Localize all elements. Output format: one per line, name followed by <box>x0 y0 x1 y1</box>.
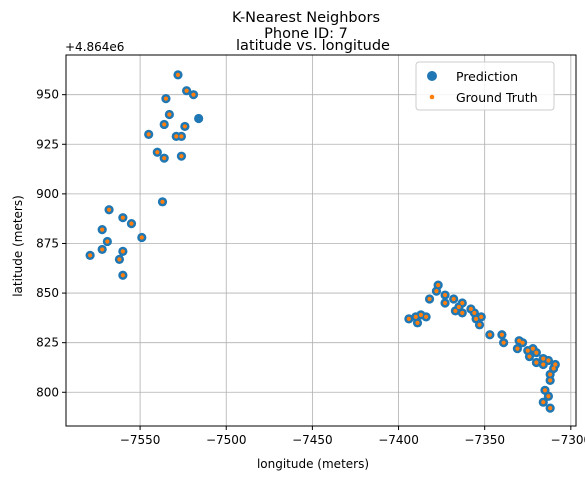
ground-truth-point <box>163 96 169 101</box>
x-tick-label: −7550 <box>120 433 161 447</box>
y-tick-label: 925 <box>36 137 59 151</box>
ground-truth-point <box>105 239 110 244</box>
ground-truth-point <box>451 296 456 302</box>
ground-truth-point <box>120 215 125 220</box>
y-tick-label: 800 <box>36 385 59 399</box>
plot-frame <box>65 54 577 427</box>
ground-truth-point <box>155 150 160 155</box>
ground-truth-point <box>120 273 125 278</box>
ground-truth-point <box>160 199 165 204</box>
x-tick-label: −7400 <box>378 433 419 447</box>
x-tick-label: −7500 <box>206 433 247 447</box>
ground-truth-point <box>120 249 125 254</box>
grid-lines <box>66 55 576 426</box>
ground-truth-point <box>88 253 93 258</box>
ground-truth-point <box>460 300 465 306</box>
ground-truth-point <box>427 296 432 302</box>
ground-truth-point <box>501 340 506 345</box>
data-points <box>85 70 560 413</box>
ground-truth-point <box>530 346 536 351</box>
ground-truth-point <box>534 360 539 365</box>
ground-truth-point <box>424 314 429 319</box>
ground-truth-point <box>174 134 179 139</box>
ground-truth-point <box>546 358 551 363</box>
ground-truth-point <box>551 366 556 371</box>
ground-truth-point <box>184 88 189 93</box>
ground-truth-point <box>515 346 520 351</box>
x-tick-label: −7350 <box>464 433 505 447</box>
chart-suptitle-phone-id: Phone ID: 7 <box>264 26 348 42</box>
chart-title: latitude vs. longitude <box>236 38 390 54</box>
ground-truth-point <box>542 388 548 393</box>
ground-truth-point <box>415 320 420 325</box>
ground-truth-point <box>541 362 546 367</box>
ground-truth-point <box>479 314 484 319</box>
legend-prediction-marker <box>427 71 437 81</box>
ground-truth-point <box>548 406 553 411</box>
chart-suptitle: K-Nearest Neighbors <box>232 10 380 26</box>
y-tick-label: 850 <box>36 286 59 300</box>
ground-truth-point <box>179 154 184 159</box>
x-tick-label: −7300 <box>551 433 585 447</box>
ground-truth-point <box>406 316 411 321</box>
ground-truth-point <box>487 332 492 337</box>
legend-ground-truth-label: Ground Truth <box>456 90 538 105</box>
ground-truth-point <box>100 227 105 232</box>
ground-truth-point <box>520 340 525 345</box>
ground-truth-point <box>146 132 151 137</box>
ground-truth-point <box>434 288 439 294</box>
ground-truth-point <box>527 354 532 359</box>
prediction-point <box>194 113 204 124</box>
ground-truth-point <box>162 122 167 127</box>
ground-truth-point <box>468 306 473 312</box>
ground-truth-point <box>473 316 479 321</box>
ground-truth-point <box>460 310 465 316</box>
ground-truth-point <box>456 304 461 310</box>
axes: −7550 −7500 −7450 −7400 −7350 −7300 800 825 850 8… <box>36 54 585 447</box>
legend-prediction-label: Prediction <box>456 69 518 84</box>
y-tick-label: 900 <box>36 187 59 201</box>
ground-truth-point <box>413 314 418 319</box>
legend: Prediction Ground Truth <box>415 61 555 111</box>
ground-truth-point <box>117 257 122 262</box>
ground-truth-point <box>139 235 144 240</box>
ground-truth-point <box>175 72 181 77</box>
y-tick-label: 875 <box>36 236 59 250</box>
ground-truth-point <box>525 348 530 353</box>
x-tick-label: −7450 <box>292 433 333 447</box>
y-offset-label: +4.864e6 <box>65 40 124 54</box>
ground-truth-point <box>442 292 448 298</box>
ground-truth-point <box>541 400 546 405</box>
ground-truth-point <box>553 362 558 367</box>
ground-truth-point <box>548 372 553 377</box>
ground-truth-point <box>100 247 105 252</box>
ground-truth-point <box>499 332 505 337</box>
ground-truth-point <box>541 356 546 361</box>
ground-truth-point <box>179 134 184 139</box>
ground-truth-point <box>418 312 424 317</box>
y-axis-label: latitude (meters) <box>11 195 25 297</box>
legend-ground-truth-marker <box>429 94 435 100</box>
ground-truth-point <box>191 92 196 97</box>
ground-truth-point <box>546 394 551 399</box>
ground-truth-point <box>453 308 458 314</box>
ground-truth-point <box>106 207 112 212</box>
ground-truth-point <box>129 221 134 226</box>
ground-truth-point <box>167 112 172 117</box>
legend-box <box>415 61 555 111</box>
ground-truth-point <box>472 310 477 316</box>
ground-truth-point <box>442 300 448 306</box>
ground-truth-point <box>548 378 553 383</box>
ground-truth-point <box>517 338 522 343</box>
ground-truth-point <box>534 350 539 355</box>
ground-truth-point <box>477 322 482 327</box>
x-axis-label: longitude (meters) <box>257 457 369 471</box>
y-tick-label: 825 <box>36 336 59 350</box>
y-tick-label: 950 <box>36 88 59 102</box>
ground-truth-point <box>162 156 167 161</box>
ground-truth-point <box>436 283 441 288</box>
ground-truth-point <box>182 124 187 129</box>
